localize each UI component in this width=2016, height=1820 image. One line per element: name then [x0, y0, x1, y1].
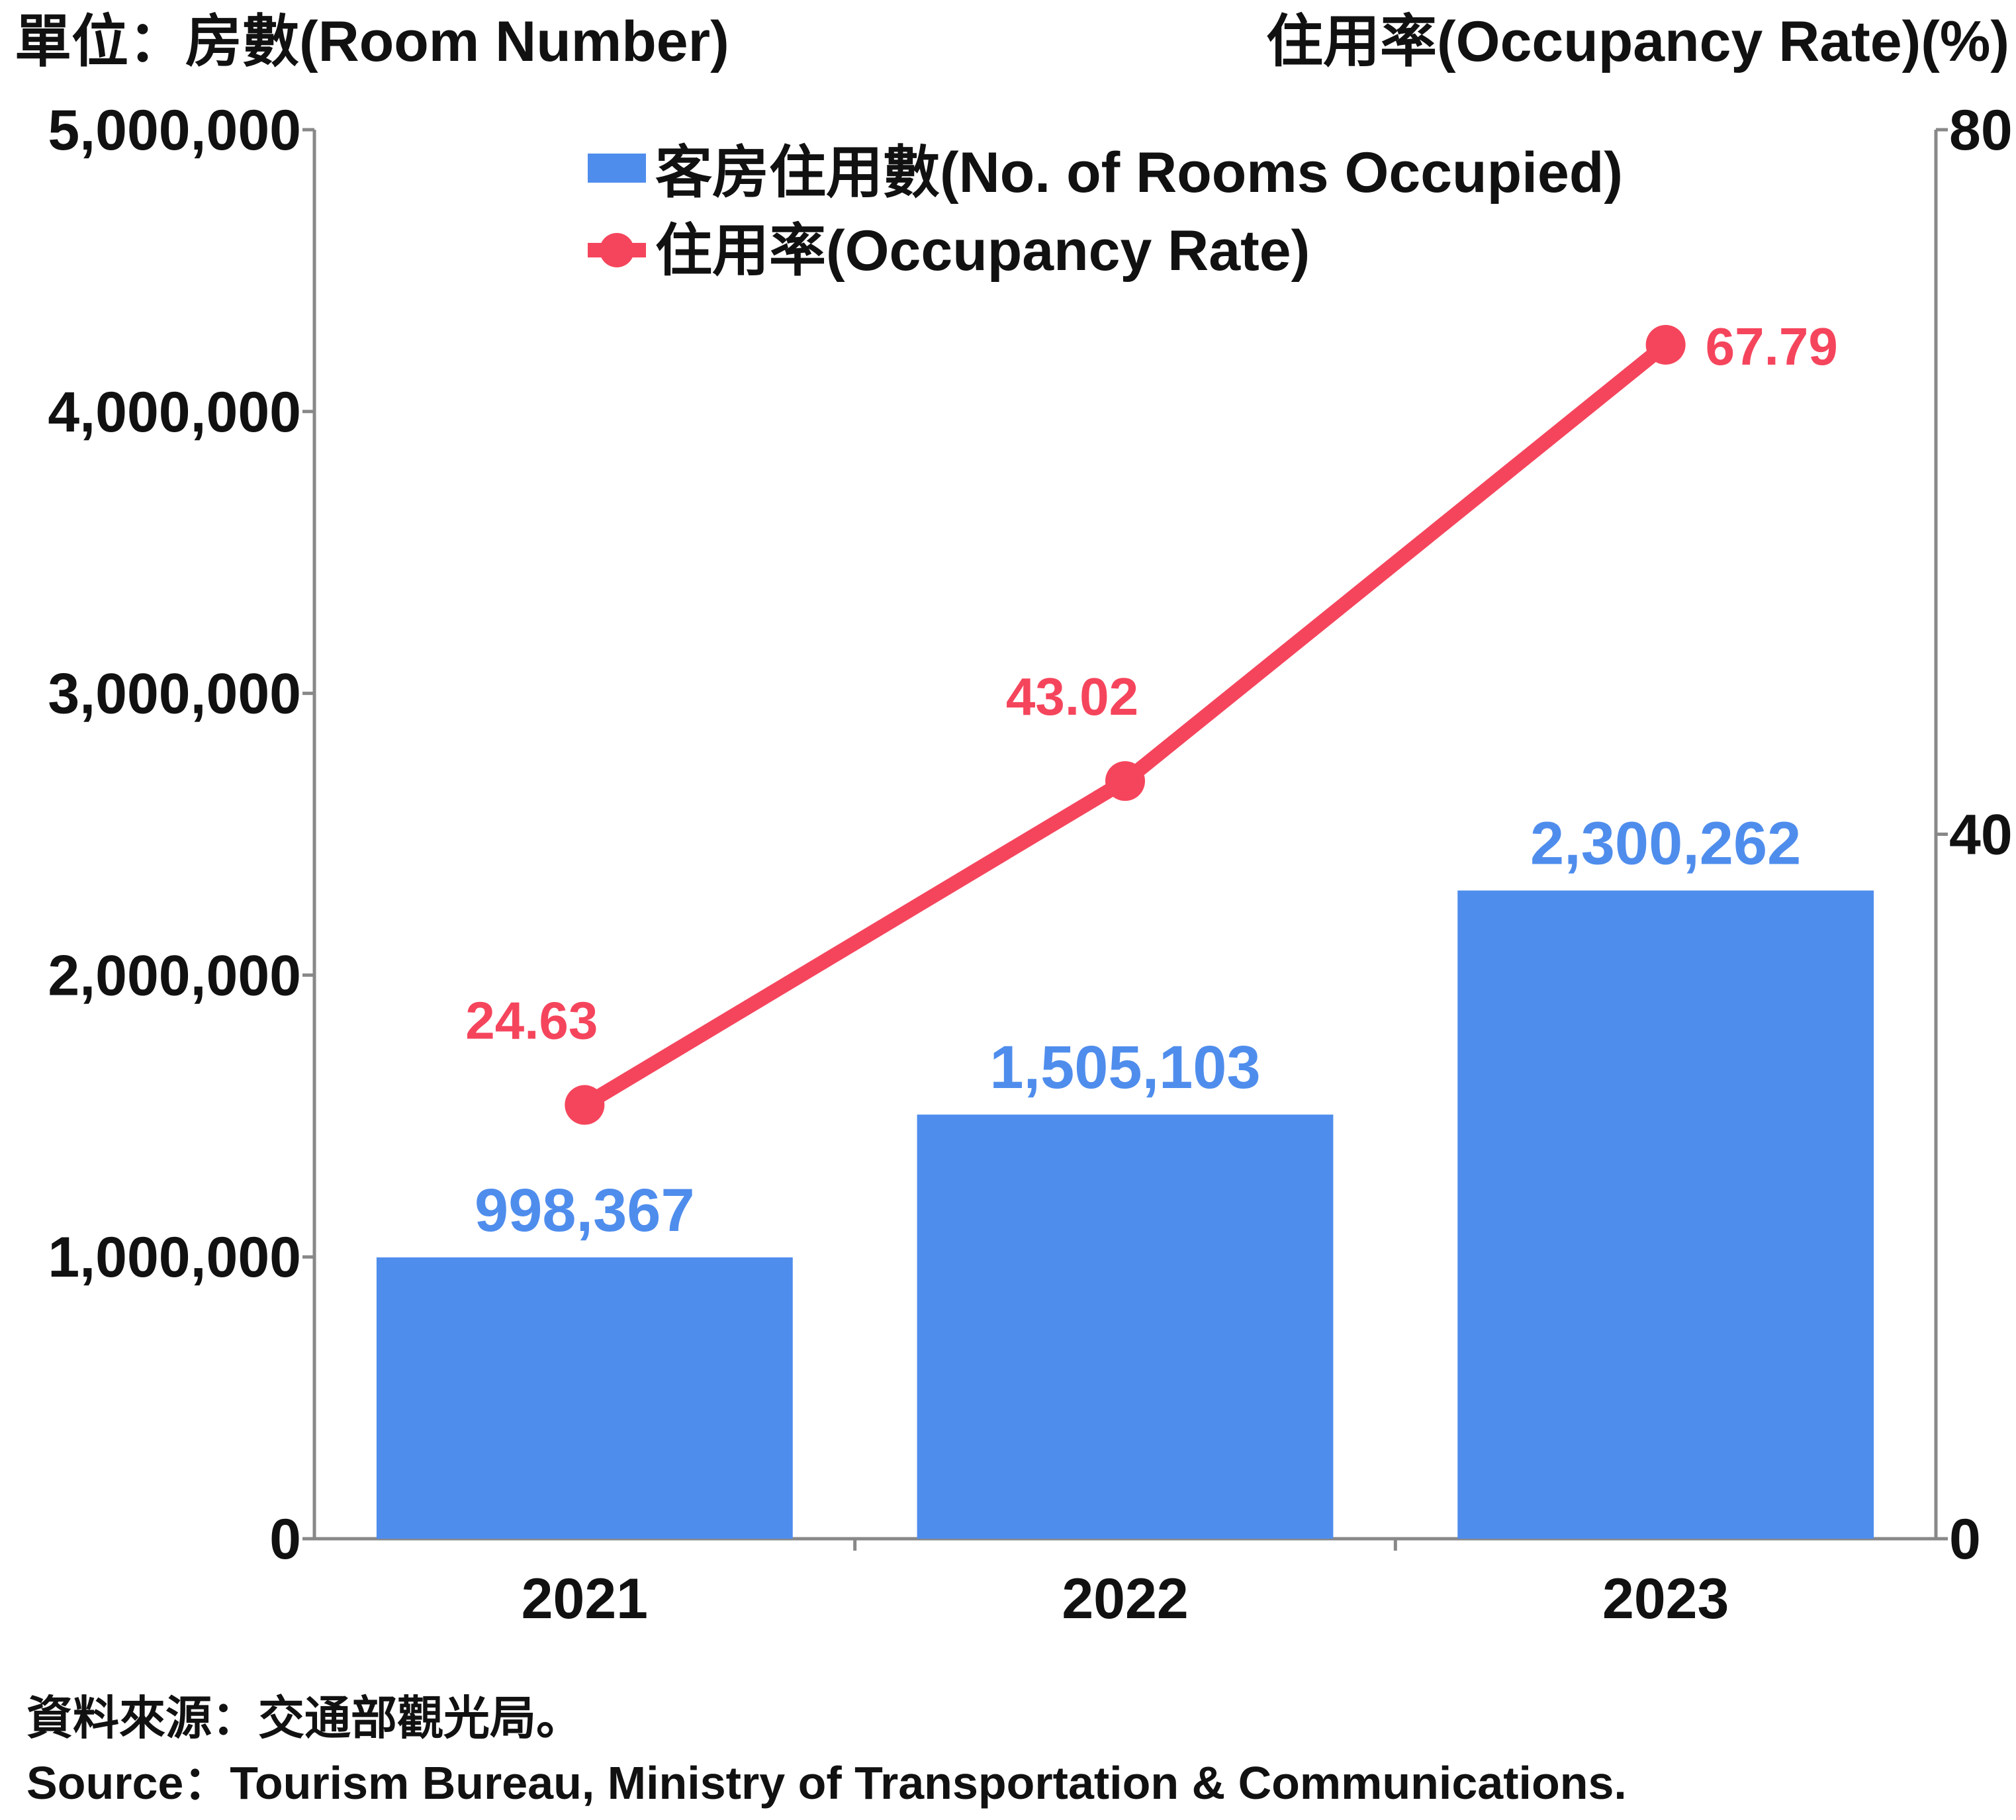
legend-line-label: 住用率(Occupancy Rate) — [655, 219, 1310, 283]
line-value-label: 43.02 — [1006, 667, 1138, 726]
legend-bar-swatch — [588, 154, 646, 183]
bar-value-label: 2,300,262 — [1530, 810, 1801, 878]
left-tick-label: 4,000,000 — [48, 381, 301, 444]
left-tick-label: 2,000,000 — [48, 944, 301, 1007]
right-tick-label: 40 — [1949, 803, 2013, 867]
bar-value-label: 998,367 — [475, 1177, 695, 1244]
left-tick-label: 1,000,000 — [48, 1226, 301, 1289]
bar — [917, 1115, 1334, 1539]
source-zh: 資料來源：交通部觀光局。 — [26, 1692, 582, 1744]
legend: 客房住用數(No. of Rooms Occupied) 住用率(Occupan… — [588, 141, 1623, 283]
line-point — [565, 1085, 605, 1125]
bar — [1457, 890, 1874, 1539]
left-axis-title: 單位：房數(Room Number) — [15, 10, 729, 73]
x-tick-label: 2022 — [1062, 1567, 1188, 1631]
source-en: Source：Tourism Bureau, Ministry of Trans… — [26, 1757, 1627, 1809]
legend-line-marker — [600, 233, 634, 267]
right-tick-label: 0 — [1949, 1508, 1981, 1571]
line-value-label: 24.63 — [465, 991, 598, 1050]
line-point — [1645, 324, 1686, 365]
plot-area: 0 1,000,000 2,000,000 3,000,000 4,000,000 5,0… — [48, 99, 2012, 1631]
left-tick-label: 3,000,000 — [48, 662, 301, 726]
right-axis-title: 住用率(Occupancy Rate)(%) — [1266, 10, 2009, 73]
line-value-label: 67.79 — [1706, 317, 1838, 376]
bar-value-label: 1,505,103 — [989, 1034, 1260, 1101]
line-point — [1105, 761, 1145, 801]
legend-bar-label: 客房住用數(No. of Rooms Occupied) — [655, 141, 1623, 205]
left-tick-label: 5,000,000 — [48, 99, 301, 162]
left-tick-label: 0 — [269, 1508, 301, 1571]
x-tick-label: 2023 — [1602, 1567, 1729, 1631]
right-tick-label: 80 — [1949, 99, 2013, 162]
bar — [376, 1257, 793, 1539]
x-tick-label: 2021 — [522, 1567, 648, 1631]
